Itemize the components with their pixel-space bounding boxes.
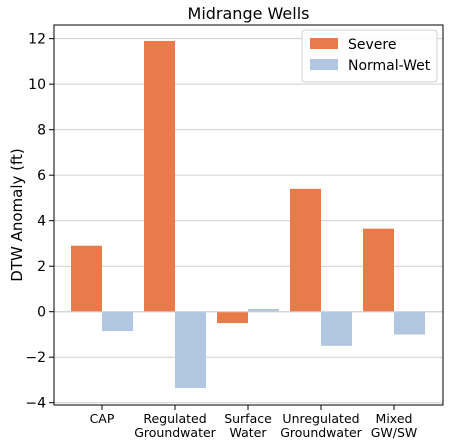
- bar-severe: [363, 229, 394, 312]
- legend-label: Normal-Wet: [348, 58, 431, 74]
- y-tick-label: 4: [37, 214, 46, 230]
- x-tick-label: Water: [230, 425, 268, 440]
- bar-severe: [144, 41, 175, 312]
- x-tick-label: CAP: [90, 411, 115, 426]
- chart-title: Midrange Wells: [188, 4, 310, 23]
- y-tick-label: 2: [37, 259, 46, 275]
- y-tick-label: −4: [25, 396, 46, 412]
- x-tick-label: Mixed: [376, 411, 413, 426]
- bar-normal-wet: [175, 312, 206, 388]
- bars: [71, 41, 425, 388]
- x-tick-label: Regulated: [143, 411, 206, 426]
- bar-severe: [71, 246, 102, 312]
- x-tick-label: Unregulated: [282, 411, 359, 426]
- x-tick-label: Groundwater: [134, 425, 216, 440]
- y-tick-label: 10: [28, 77, 46, 93]
- gridlines: [54, 39, 443, 403]
- x-tick-label: GW/SW: [371, 425, 418, 440]
- legend: Severe Normal-Wet: [302, 30, 437, 82]
- x-tick-label: Groundwater: [280, 425, 362, 440]
- bar-normal-wet: [321, 312, 352, 346]
- bar-normal-wet: [102, 312, 133, 331]
- y-tick-label: −2: [25, 350, 46, 366]
- bar-severe: [217, 312, 248, 323]
- legend-swatch: [310, 38, 338, 49]
- x-tick-label: Surface: [224, 411, 272, 426]
- bar-normal-wet: [394, 312, 425, 335]
- y-tick-label: 8: [37, 123, 46, 139]
- y-axis-ticks: −4 −2 0 2 4 6 8 10 12: [25, 32, 54, 412]
- y-tick-label: 0: [37, 305, 46, 321]
- x-axis-ticks: CAP RegulatedGroundwaterSurfaceWaterUnreg…: [90, 405, 418, 440]
- bar-severe: [290, 189, 321, 312]
- y-tick-label: 12: [28, 32, 46, 48]
- y-axis-label: DTW Anomaly (ft): [8, 148, 26, 281]
- legend-label: Severe: [348, 37, 396, 53]
- y-tick-label: 6: [37, 168, 46, 184]
- legend-swatch: [310, 59, 338, 70]
